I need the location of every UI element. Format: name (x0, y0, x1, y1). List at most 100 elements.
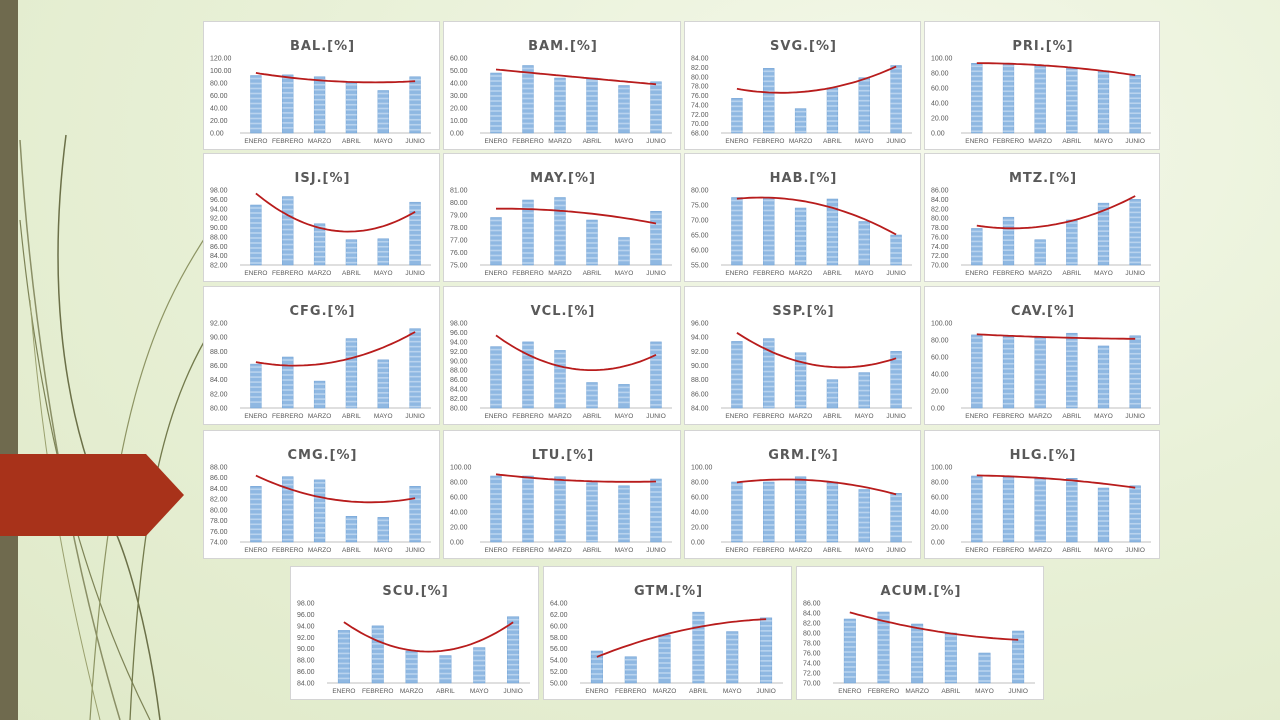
x-tick-label: MAYO (1094, 413, 1113, 420)
y-tick-label: 86.00 (803, 601, 821, 608)
y-tick-label: 120.00 (210, 56, 232, 63)
bar-junio (409, 328, 421, 409)
y-tick-label: 80.00 (450, 480, 468, 487)
bar-febrero (282, 74, 294, 134)
y-tick-label: 98.00 (210, 188, 228, 195)
y-tick-label: 72.00 (803, 671, 821, 678)
chart-title: CMG.[%] (288, 448, 358, 463)
y-tick-label: 20.00 (450, 106, 468, 113)
x-tick-label: FEBRERO (753, 413, 784, 420)
trendline (849, 611, 1019, 641)
y-tick-label: 92.00 (450, 349, 468, 356)
y-tick-label: 84.00 (691, 56, 709, 63)
trendline (736, 478, 897, 496)
y-tick-label: 60.00 (450, 56, 468, 63)
x-tick-label: MAYO (855, 270, 874, 277)
x-tick-label: FEBRERO (993, 270, 1024, 277)
chart-svg-hab: HAB.[%] 80.00 75.00 70.00 65.00 60.00 55.00 ENE… (691, 171, 912, 277)
x-tick-label: FEBRERO (993, 138, 1024, 145)
bar-abril (826, 481, 839, 543)
bar-enero (971, 334, 983, 409)
y-tick-label: 76.00 (450, 250, 468, 257)
y-tick-label: 70.00 (691, 121, 709, 128)
y-tick-label: 82.00 (803, 621, 821, 628)
y-tick-label: 84.00 (210, 486, 228, 493)
x-tick-label: MARZO (1028, 413, 1051, 420)
y-tick-label: 90.00 (210, 335, 228, 342)
x-tick-label: JUNIO (646, 138, 666, 145)
chart-title: ISJ.[%] (295, 171, 351, 186)
chart-title: GRM.[%] (768, 448, 838, 463)
x-tick-label: ABRIL (583, 547, 602, 554)
bar-febrero (763, 481, 775, 543)
y-tick-label: 76.00 (210, 529, 228, 536)
bar-enero (490, 346, 502, 409)
chart-svg-grm: GRM.[%] 100.00 80.00 60.00 40.00 20.00 0.00 ENE… (691, 448, 912, 554)
bar-abril (692, 611, 705, 684)
y-tick-label: 20.00 (931, 116, 949, 123)
y-tick-label: 80.00 (931, 338, 949, 345)
y-tick-label: 76.00 (931, 234, 949, 241)
bar-mayo (618, 384, 630, 409)
x-tick-label: MAYO (615, 547, 634, 554)
bar-mayo (858, 489, 870, 543)
bar-abril (345, 338, 358, 409)
chart-svg-vcl: VCL.[%] 98.00 96.00 94.00 92.00 90.00 88.00 86.… (450, 304, 672, 420)
y-tick-label: 70.00 (803, 681, 821, 688)
x-tick-label: FEBRERO (512, 413, 543, 420)
chart-panel-scu: SCU.[%] 98.00 96.00 94.00 92.00 90.00 88.00 86.… (290, 566, 539, 700)
x-tick-label: ENERO (244, 270, 267, 277)
y-tick-label: 82.00 (691, 65, 709, 72)
bar-junio (890, 234, 902, 266)
trendline (255, 72, 416, 84)
chart-title: HAB.[%] (770, 171, 838, 186)
bar-mayo (726, 631, 739, 684)
y-tick-label: 98.00 (297, 601, 315, 608)
x-tick-label: MARZO (1028, 270, 1051, 277)
y-tick-label: 82.00 (210, 391, 228, 398)
trendline (496, 207, 657, 225)
trendline (976, 474, 1136, 489)
y-tick-label: 100.00 (691, 465, 713, 472)
trendline (596, 618, 767, 658)
y-tick-label: 10.00 (450, 118, 468, 125)
x-tick-label: MARZO (789, 138, 812, 145)
x-tick-label: MAYO (723, 688, 742, 695)
chart-svg-ltu: LTU.[%] 100.00 80.00 60.00 40.00 20.00 0.00 ENE… (450, 448, 672, 554)
x-tick-label: ENERO (484, 413, 507, 420)
bar-enero (971, 63, 983, 134)
chart-svg-cmg: CMG.[%] 88.00 86.00 84.00 82.00 80.00 78.00 76.… (210, 448, 431, 554)
x-tick-label: FEBRERO (615, 688, 646, 695)
x-tick-label: ENERO (725, 413, 748, 420)
x-tick-label: FEBRERO (272, 138, 303, 145)
y-tick-label: 82.00 (210, 263, 228, 270)
y-tick-label: 80.00 (931, 71, 949, 78)
y-tick-label: 90.00 (450, 358, 468, 365)
x-tick-label: MAYO (615, 270, 634, 277)
chart-title: SVG.[%] (770, 39, 837, 54)
y-tick-label: 92.00 (210, 321, 228, 328)
chart-svg-bal: BAL.[%] 120.00 100.00 80.00 60.00 40.00 20.00 0… (210, 39, 431, 145)
x-tick-label: FEBRERO (753, 270, 784, 277)
y-tick-label: 0.00 (931, 406, 945, 413)
y-tick-label: 60.00 (931, 355, 949, 362)
x-tick-label: JUNIO (646, 413, 666, 420)
x-tick-label: ENERO (725, 138, 748, 145)
x-tick-label: FEBRERO (868, 688, 899, 695)
y-tick-label: 52.00 (550, 669, 568, 676)
x-tick-label: ABRIL (823, 413, 842, 420)
bar-junio (650, 211, 662, 266)
y-tick-label: 80.00 (803, 631, 821, 638)
x-tick-label: JUNIO (1008, 688, 1027, 695)
x-tick-label: MAYO (374, 138, 393, 145)
x-tick-label: MARZO (653, 688, 676, 695)
x-tick-label: JUNIO (756, 688, 776, 695)
trendline (736, 196, 897, 236)
y-tick-label: 74.00 (803, 661, 821, 668)
y-tick-label: 76.00 (803, 651, 821, 658)
bar-junio (650, 81, 662, 134)
x-tick-label: ABRIL (583, 413, 602, 420)
x-tick-label: ENERO (725, 270, 748, 277)
x-tick-label: ABRIL (823, 270, 842, 277)
y-tick-label: 20.00 (931, 389, 949, 396)
